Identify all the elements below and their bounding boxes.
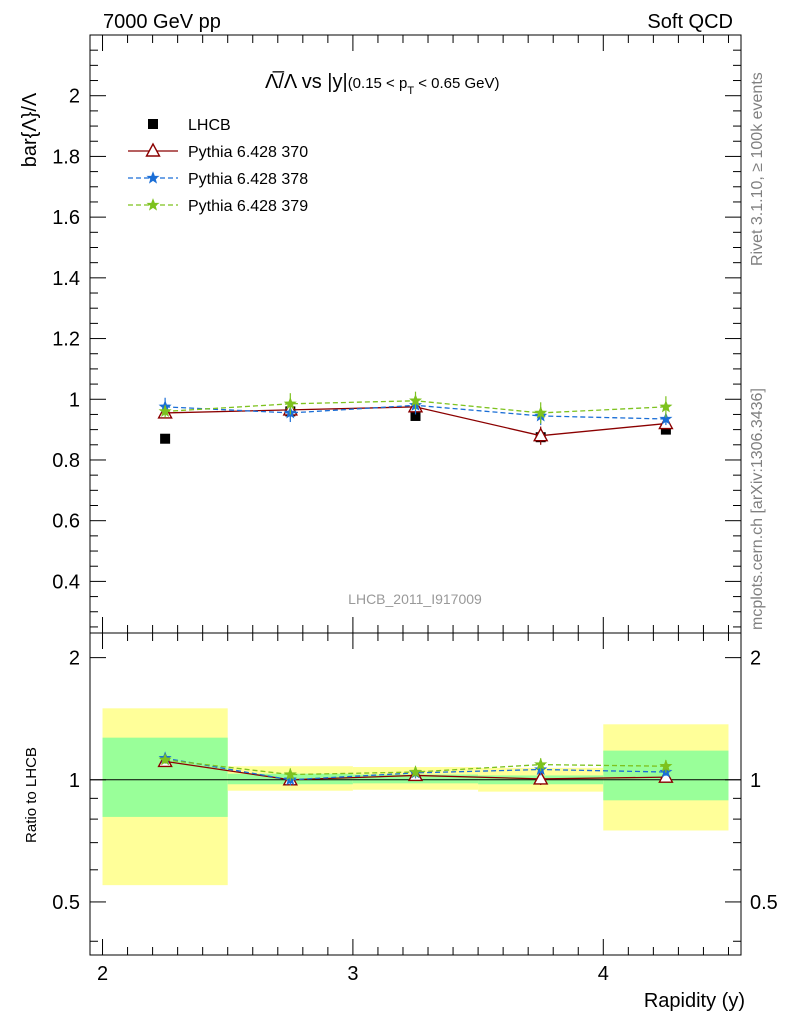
- ratio-point: [283, 767, 297, 781]
- y-tick-label: 0.6: [52, 511, 80, 533]
- legend-marker: [145, 142, 161, 157]
- lhcb-point: [660, 424, 671, 435]
- ratio-point: [534, 757, 548, 771]
- ratio-tick-label: 2: [69, 648, 80, 670]
- series-point: [659, 412, 673, 425]
- header-left: 7000 GeV pp: [103, 11, 221, 33]
- band-inner: [102, 737, 228, 817]
- legend-label: Pythia 6.428 379: [188, 198, 308, 215]
- x-tick-label: 4: [598, 963, 609, 985]
- series-layer: [157, 391, 674, 786]
- title-sub-t: T: [407, 85, 414, 97]
- x-tick-label: 2: [97, 963, 108, 985]
- legend-marker: [148, 119, 158, 129]
- series-point: [659, 400, 673, 413]
- legend-label: LHCB: [188, 117, 231, 134]
- ratio-tick-label: 0.5: [52, 892, 80, 914]
- ratio-tick-label-right: 2: [750, 648, 761, 670]
- x-tick-label: 3: [347, 963, 358, 985]
- y-tick-label: 0.4: [52, 571, 80, 593]
- y-tick-label: 2: [69, 86, 80, 108]
- ratio-tick-label: 1: [69, 770, 80, 792]
- y-tick-label: 1.8: [52, 146, 80, 168]
- lhcb-point: [410, 410, 421, 421]
- x-axis-label: Rapidity (y): [644, 990, 745, 1012]
- legend-marker: [146, 198, 160, 211]
- ratio-bands: [90, 708, 741, 886]
- ratio-plot-frame: [89, 632, 742, 956]
- ratio-point: [408, 765, 423, 778]
- lhcb-point: [160, 433, 171, 444]
- y-tick-label: 0.8: [52, 450, 80, 472]
- chart-title: Λ̅/Λ vs |y|(0.15 < pT < 0.65 GeV): [265, 70, 500, 97]
- ratio-tick-label-right: 0.5: [750, 892, 778, 914]
- legend-marker: [146, 171, 160, 184]
- ratio-point: [533, 770, 549, 785]
- y-tick-label: 1.4: [52, 268, 80, 290]
- title-sub: (0.15 < p: [348, 75, 408, 92]
- legend-label: Pythia 6.428 378: [188, 171, 308, 188]
- mcplots-label: mcplots.cern.ch [arXiv:1306.3436]: [749, 388, 766, 630]
- series-point: [533, 427, 549, 442]
- ratio-tick-label-right: 1: [750, 770, 761, 792]
- tick-labels: 2 3 4 0.4 0.6 0.8 1 1.2 1.4 1.6 1.8 2 0.5 0.5 1 1 2 2: [52, 86, 778, 985]
- series-point: [534, 406, 548, 419]
- y-tick-label: 1.2: [52, 329, 80, 351]
- y-tick-label: 1: [69, 389, 80, 411]
- ratio-axis-label: Ratio to LHCB: [23, 747, 40, 843]
- svg-text:Λ̅/Λ vs |y|(0.15 < pT < 0.65 G: Λ̅/Λ vs |y|(0.15 < pT < 0.65 GeV): [265, 70, 500, 97]
- series-point: [158, 404, 172, 418]
- legend: LHCB Pythia 6.428 370 Pythia 6.428 378 Pyth…: [128, 117, 308, 215]
- axis-ticks: [90, 35, 741, 955]
- ratio-point: [659, 759, 673, 772]
- series-point: [409, 393, 422, 407]
- y-tick-label: 1.6: [52, 207, 80, 229]
- header-right: Soft QCD: [647, 11, 733, 33]
- ratio-point: [158, 752, 172, 766]
- rivet-label: Rivet 3.1.10, ≥ 100k events: [749, 72, 766, 266]
- legend-label: Pythia 6.428 370: [188, 144, 308, 161]
- title-main: Λ̅/Λ vs |y|: [265, 70, 348, 93]
- title-sub-end: < 0.65 GeV): [414, 75, 499, 92]
- series-point: [283, 396, 297, 410]
- y-axis-label: bar{Λ}/Λ: [19, 92, 41, 167]
- analysis-watermark: LHCB_2011_I917009: [348, 591, 482, 607]
